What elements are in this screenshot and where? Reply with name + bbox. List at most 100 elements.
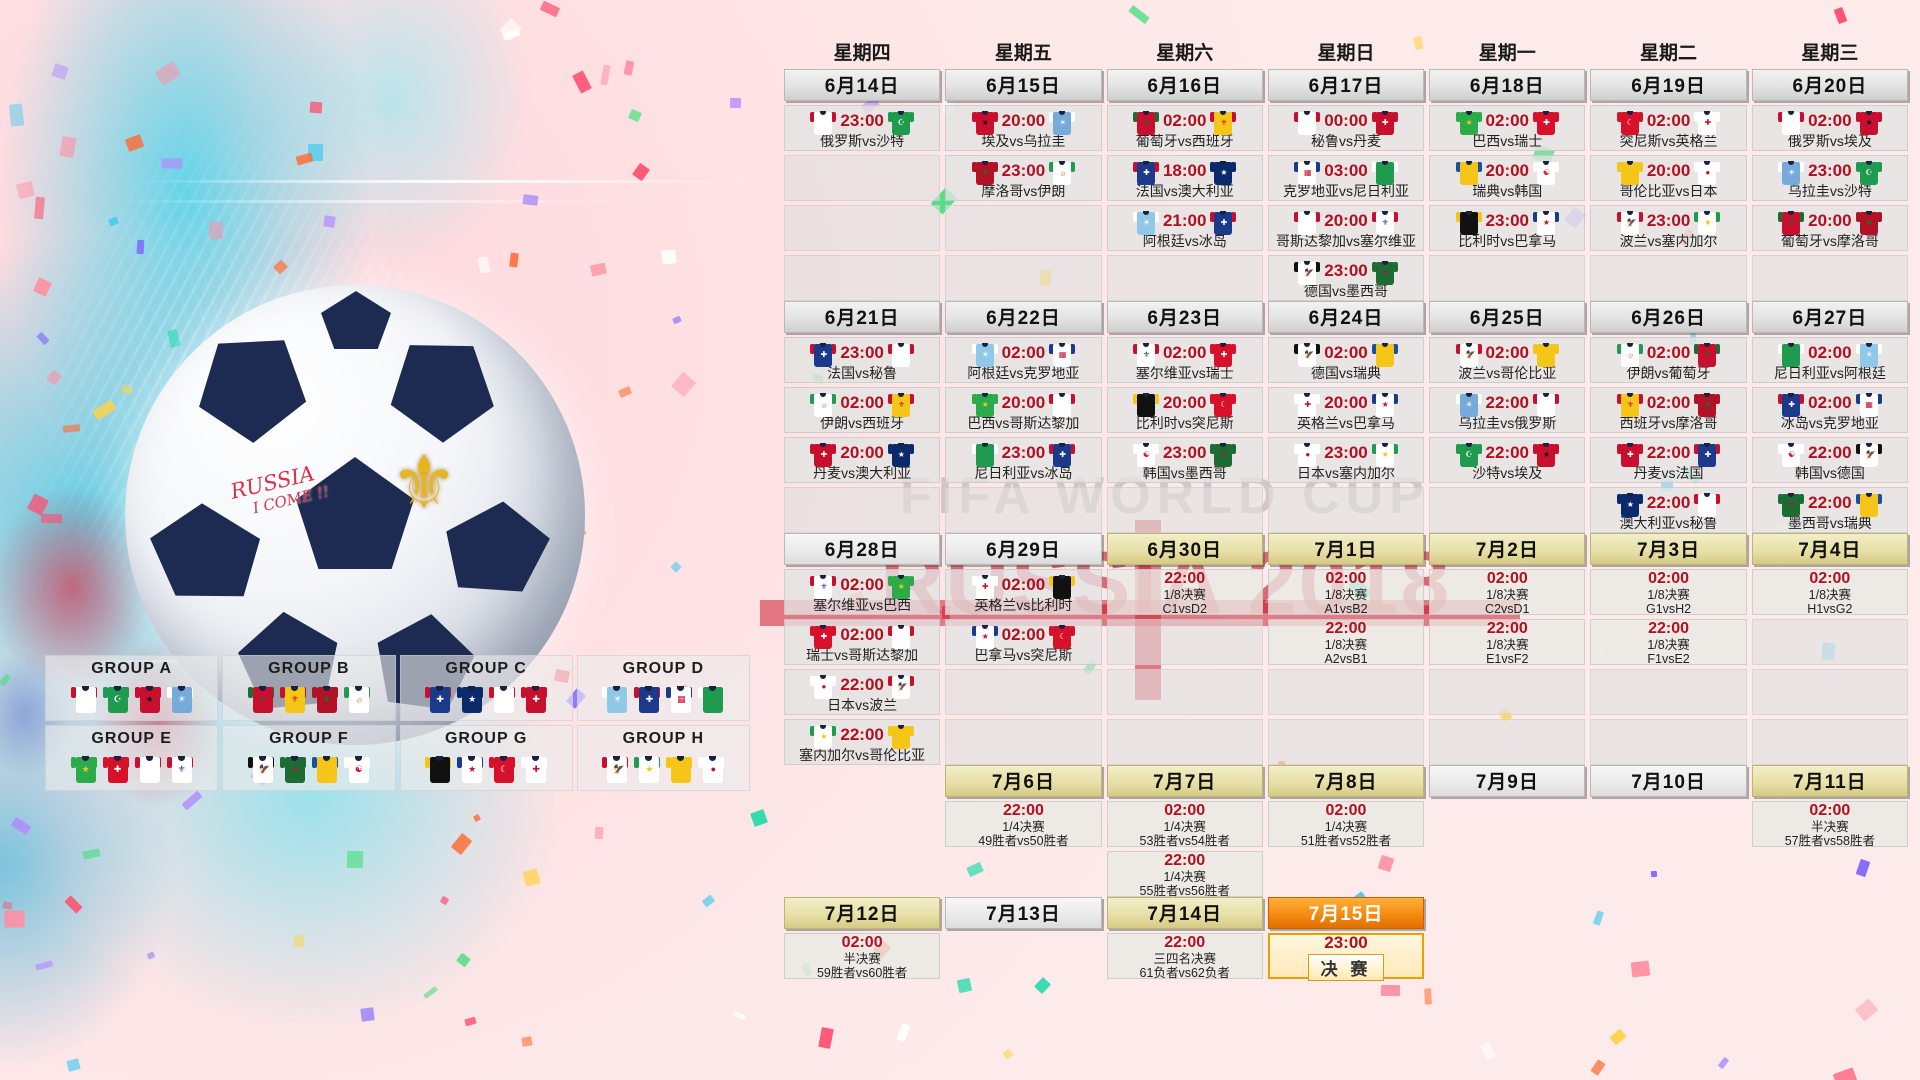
- match-final[interactable]: 23:00 决 赛: [1267, 933, 1425, 981]
- match-group[interactable]: ✚ 20:00 ★ 英格兰vs巴拿马: [1267, 387, 1425, 433]
- match-group[interactable]: ★ 02:00 ☾ 巴拿马vs突尼斯: [945, 619, 1102, 665]
- match-group[interactable]: ● 23:00 ★ 日本vs塞内加尔: [1267, 437, 1425, 483]
- date-header-6月18日[interactable]: 6月18日: [1429, 69, 1586, 101]
- match-group[interactable]: ☀ 22:00 乌拉圭vs俄罗斯: [1429, 387, 1586, 433]
- match-knockout[interactable]: 22:00 1/8决赛 A2vsB1: [1267, 619, 1425, 666]
- match-group[interactable]: ★ 20:00 巴西vs哥斯达黎加: [945, 387, 1102, 433]
- match-knockout[interactable]: 02:00 半决赛 59胜者vs60胜者: [784, 933, 941, 980]
- date-header-7月4日[interactable]: 7月4日: [1751, 533, 1908, 565]
- date-header-7月10日[interactable]: 7月10日: [1590, 765, 1747, 797]
- match-group[interactable]: ۞ 02:00 ⚜ 伊朗vs葡萄牙: [1590, 337, 1747, 383]
- match-group[interactable]: ☯ 22:00 🦅 韩国vs德国: [1751, 437, 1908, 483]
- match-group[interactable]: ⚜ 20:00 ★ 葡萄牙vs摩洛哥: [1751, 205, 1908, 251]
- match-knockout[interactable]: 22:00 三四名决赛 61负者vs62负者: [1106, 933, 1263, 980]
- date-header-7月1日[interactable]: 7月1日: [1267, 533, 1425, 565]
- match-knockout[interactable]: 02:00 半决赛 57胜者vs58胜者: [1751, 801, 1908, 848]
- group-box-group-c[interactable]: GROUP C ✚ ★ ✚: [399, 655, 573, 721]
- date-header-6月29日[interactable]: 6月29日: [945, 533, 1102, 565]
- match-group[interactable]: 02:00 ☀ 尼日利亚vs阿根廷: [1751, 337, 1908, 383]
- group-box-group-d[interactable]: GROUP D ☀ ✚ ▦: [576, 655, 750, 721]
- date-header-6月24日[interactable]: 6月24日: [1267, 301, 1425, 333]
- date-header-7月2日[interactable]: 7月2日: [1429, 533, 1586, 565]
- match-group[interactable]: ✚ 02:00 瑞士vs哥斯达黎加: [784, 619, 941, 665]
- match-group[interactable]: ★ 22:00 塞内加尔vs哥伦比亚: [784, 719, 941, 765]
- match-group[interactable]: ☾ 02:00 ✚ 突尼斯vs英格兰: [1590, 105, 1747, 151]
- match-group[interactable]: 20:00 ☾ 比利时vs突尼斯: [1106, 387, 1263, 433]
- match-group[interactable]: ۞ 02:00 ⚜ 伊朗vs西班牙: [784, 387, 941, 433]
- match-group[interactable]: ✚ 02:00 英格兰vs比利时: [945, 569, 1102, 615]
- match-group[interactable]: ☯ 23:00 ✦ 韩国vs墨西哥: [1106, 437, 1263, 483]
- match-knockout[interactable]: 02:00 1/8决赛 C2vsD1: [1429, 569, 1586, 616]
- match-knockout[interactable]: 22:00 1/8决赛 E1vsF2: [1429, 619, 1586, 666]
- date-header-7月13日[interactable]: 7月13日: [945, 897, 1102, 929]
- match-knockout[interactable]: 02:00 1/8决赛 H1vsG2: [1751, 569, 1908, 616]
- match-group[interactable]: ★ 23:00 ۞ 摩洛哥vs伊朗: [945, 155, 1102, 201]
- date-header-6月20日[interactable]: 6月20日: [1751, 69, 1908, 101]
- match-group[interactable]: ✚ 22:00 ✚ 丹麦vs法国: [1590, 437, 1747, 483]
- match-knockout[interactable]: 22:00 1/8决赛 F1vsE2: [1590, 619, 1747, 666]
- date-header-6月21日[interactable]: 6月21日: [784, 301, 941, 333]
- date-header-6月28日[interactable]: 6月28日: [784, 533, 941, 565]
- group-box-group-b[interactable]: GROUP B ⚜ ⚜ ★ ۞: [222, 655, 396, 721]
- date-header-6月22日[interactable]: 6月22日: [945, 301, 1102, 333]
- match-group[interactable]: ☪ 22:00 ★ 沙特vs埃及: [1429, 437, 1586, 483]
- match-group[interactable]: 🦅 23:00 ✦ 德国vs墨西哥: [1267, 255, 1425, 301]
- match-group[interactable]: 00:00 ✚ 秘鲁vs丹麦: [1267, 105, 1425, 151]
- match-group[interactable]: ☀ 21:00 ✚ 阿根廷vs冰岛: [1106, 205, 1263, 251]
- match-group[interactable]: ● 22:00 🦅 日本vs波兰: [784, 669, 941, 715]
- match-group[interactable]: 23:00 ☪ 俄罗斯vs沙特: [784, 105, 941, 151]
- date-header-6月15日[interactable]: 6月15日: [945, 69, 1102, 101]
- match-group[interactable]: ✚ 20:00 ★ 丹麦vs澳大利亚: [784, 437, 941, 483]
- match-group[interactable]: ☀ 23:00 ☪ 乌拉圭vs沙特: [1751, 155, 1908, 201]
- date-header-7月14日[interactable]: 7月14日: [1106, 897, 1263, 929]
- match-group[interactable]: 🦅 02:00 波兰vs哥伦比亚: [1429, 337, 1586, 383]
- match-group[interactable]: 02:00 ★ 俄罗斯vs埃及: [1751, 105, 1908, 151]
- match-group[interactable]: 23:00 ★ 比利时vs巴拿马: [1429, 205, 1586, 251]
- match-group[interactable]: ★ 20:00 ☀ 埃及vs乌拉圭: [945, 105, 1102, 151]
- match-group[interactable]: ✚ 23:00 法国vs秘鲁: [784, 337, 941, 383]
- match-group[interactable]: ★ 22:00 澳大利亚vs秘鲁: [1590, 487, 1747, 533]
- match-group[interactable]: ⚜ 02:00 ⚜ 葡萄牙vs西班牙: [1106, 105, 1263, 151]
- match-group[interactable]: ⚜ 02:00 ★ 塞尔维亚vs巴西: [784, 569, 941, 615]
- group-box-group-a[interactable]: GROUP A ☪ ★ ☀: [45, 655, 219, 721]
- match-group[interactable]: ☀ 02:00 ▦ 阿根廷vs克罗地亚: [945, 337, 1102, 383]
- match-knockout[interactable]: 02:00 1/8决赛 G1vsH2: [1590, 569, 1747, 616]
- date-header-6月16日[interactable]: 6月16日: [1106, 69, 1263, 101]
- match-group[interactable]: ★ 02:00 ✚ 巴西vs瑞士: [1429, 105, 1586, 151]
- match-group[interactable]: ⚜ 02:00 ✚ 塞尔维亚vs瑞士: [1106, 337, 1263, 383]
- date-header-6月26日[interactable]: 6月26日: [1590, 301, 1747, 333]
- match-group[interactable]: ✚ 02:00 ▦ 冰岛vs克罗地亚: [1751, 387, 1908, 433]
- date-header-6月27日[interactable]: 6月27日: [1751, 301, 1908, 333]
- date-header-7月9日[interactable]: 7月9日: [1429, 765, 1586, 797]
- match-group[interactable]: 20:00 ☯ 瑞典vs韩国: [1429, 155, 1586, 201]
- date-header-7月7日[interactable]: 7月7日: [1106, 765, 1263, 797]
- match-knockout[interactable]: 22:00 1/4决赛 49胜者vs50胜者: [945, 801, 1102, 848]
- match-group[interactable]: 20:00 ⚜ 哥斯达黎加vs塞尔维亚: [1267, 205, 1425, 251]
- match-knockout[interactable]: 22:00 1/8决赛 C1vsD2: [1106, 569, 1263, 616]
- group-box-group-f[interactable]: GROUP F 🦅 ✦ ☯: [222, 725, 396, 791]
- group-box-group-e[interactable]: GROUP E ★ ✚ ⚜: [45, 725, 219, 791]
- match-group[interactable]: ▦ 03:00 克罗地亚vs尼日利亚: [1267, 155, 1425, 201]
- match-knockout[interactable]: 22:00 1/4决赛 55胜者vs56胜者: [1106, 851, 1263, 898]
- match-group[interactable]: ⚜ 02:00 ★ 西班牙vs摩洛哥: [1590, 387, 1747, 433]
- date-header-6月30日[interactable]: 6月30日: [1106, 533, 1263, 565]
- match-group[interactable]: 🦅 02:00 德国vs瑞典: [1267, 337, 1425, 383]
- date-header-6月25日[interactable]: 6月25日: [1429, 301, 1586, 333]
- date-header-7月15日[interactable]: 7月15日: [1267, 897, 1425, 929]
- match-knockout[interactable]: 02:00 1/4决赛 51胜者vs52胜者: [1267, 801, 1425, 848]
- date-header-7月12日[interactable]: 7月12日: [784, 897, 941, 929]
- date-header-7月6日[interactable]: 7月6日: [945, 765, 1102, 797]
- date-header-7月11日[interactable]: 7月11日: [1751, 765, 1908, 797]
- match-knockout[interactable]: 02:00 1/8决赛 A1vsB2: [1267, 569, 1425, 616]
- match-group[interactable]: 23:00 ✚ 尼日利亚vs冰岛: [945, 437, 1102, 483]
- group-box-group-h[interactable]: GROUP H 🦅 ★ ●: [576, 725, 750, 791]
- date-header-6月17日[interactable]: 6月17日: [1267, 69, 1425, 101]
- date-header-6月23日[interactable]: 6月23日: [1106, 301, 1263, 333]
- match-group[interactable]: ✦ 22:00 墨西哥vs瑞典: [1751, 487, 1908, 533]
- date-header-6月19日[interactable]: 6月19日: [1590, 69, 1747, 101]
- date-header-7月8日[interactable]: 7月8日: [1267, 765, 1425, 797]
- group-box-group-g[interactable]: GROUP G ★ ☾ ✚: [399, 725, 573, 791]
- date-header-6月14日[interactable]: 6月14日: [784, 69, 941, 101]
- match-group[interactable]: ✚ 18:00 ★ 法国vs澳大利亚: [1106, 155, 1263, 201]
- date-header-7月3日[interactable]: 7月3日: [1590, 533, 1747, 565]
